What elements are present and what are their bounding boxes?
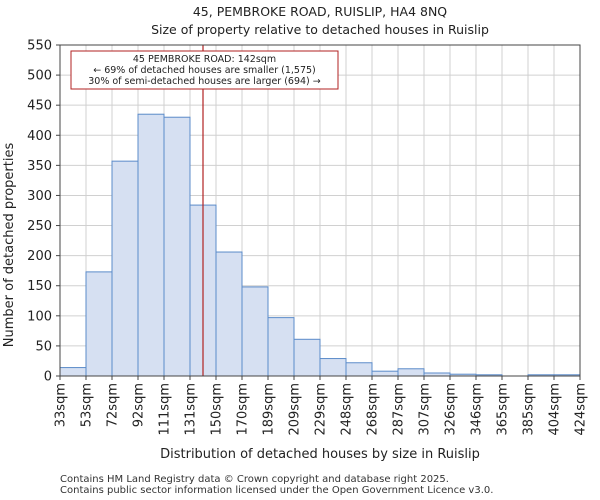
x-tick-label: 326sqm <box>444 383 459 436</box>
annotation-line: 45 PEMBROKE ROAD: 142sqm <box>133 54 276 65</box>
annotation-line: 30% of semi-detached houses are larger (… <box>88 76 321 87</box>
footer-line-2: Contains public sector information licen… <box>60 485 494 496</box>
y-tick-label: 350 <box>27 159 52 174</box>
y-tick-label: 450 <box>27 99 52 114</box>
x-tick-label: 268sqm <box>366 383 381 436</box>
bar <box>267 317 295 377</box>
y-tick-label: 250 <box>27 219 52 234</box>
chart-title: 45, PEMBROKE ROAD, RUISLIP, HA4 8NQ <box>193 4 447 19</box>
x-axis-ticks: 33sqm 53sqm 72sqm 92sqm 111sqm 131sqm 150sqm 17… <box>54 376 589 436</box>
footer-line-1: Contains HM Land Registry data © Crown c… <box>60 474 449 485</box>
bar <box>241 286 269 377</box>
y-tick-label: 400 <box>27 129 52 144</box>
x-tick-label: 53sqm <box>80 383 95 427</box>
bar <box>319 358 347 377</box>
histogram-chart: 45, PEMBROKE ROAD, RUISLIP, HA4 8NQ Size… <box>2 4 589 462</box>
y-axis-ticks: 0 50 100 150 200 250 300 350 400 450 500 550 <box>27 39 60 385</box>
x-tick-label: 365sqm <box>496 383 511 436</box>
y-tick-label: 100 <box>27 309 52 324</box>
bar <box>137 113 165 377</box>
y-tick-label: 300 <box>27 189 52 204</box>
marker-group: 45 PEMBROKE ROAD: 142sqm← 69% of detache… <box>70 45 339 376</box>
x-axis-label: Distribution of detached houses by size … <box>160 447 480 462</box>
bar <box>345 362 373 377</box>
x-tick-label: 170sqm <box>236 383 251 436</box>
x-tick-label: 229sqm <box>314 383 329 436</box>
bar <box>85 271 113 377</box>
bar <box>163 116 191 377</box>
plot-frame <box>59 44 581 377</box>
y-tick-label: 50 <box>35 339 52 354</box>
bar <box>397 368 425 377</box>
y-axis-label: Number of detached properties <box>2 143 17 348</box>
y-tick-label: 500 <box>27 69 52 84</box>
bar <box>111 160 139 377</box>
x-tick-label: 346sqm <box>470 383 485 436</box>
x-tick-label: 385sqm <box>522 383 537 436</box>
x-tick-label: 307sqm <box>418 383 433 436</box>
x-tick-label: 150sqm <box>210 383 225 436</box>
x-tick-label: 72sqm <box>106 383 121 427</box>
x-tick-label: 33sqm <box>54 383 69 427</box>
x-tick-label: 287sqm <box>392 383 407 436</box>
x-tick-label: 424sqm <box>574 383 589 436</box>
x-tick-label: 248sqm <box>340 383 355 436</box>
bar <box>215 251 243 377</box>
x-tick-label: 209sqm <box>288 383 303 436</box>
annotation-box <box>70 50 339 90</box>
x-tick-label: 404sqm <box>548 383 563 436</box>
y-tick-label: 550 <box>27 39 52 54</box>
x-tick-label: 131sqm <box>184 383 199 436</box>
bar <box>371 370 399 377</box>
bar <box>59 367 87 377</box>
y-tick-label: 150 <box>27 279 52 294</box>
y-tick-label: 0 <box>44 370 52 385</box>
x-tick-label: 189sqm <box>262 383 277 436</box>
bar <box>293 338 321 377</box>
y-tick-label: 200 <box>27 249 52 264</box>
x-tick-label: 111sqm <box>158 383 173 436</box>
annotation-line: ← 69% of detached houses are smaller (1,… <box>93 65 316 76</box>
chart-subtitle: Size of property relative to detached ho… <box>151 22 489 37</box>
x-tick-label: 92sqm <box>132 383 147 427</box>
